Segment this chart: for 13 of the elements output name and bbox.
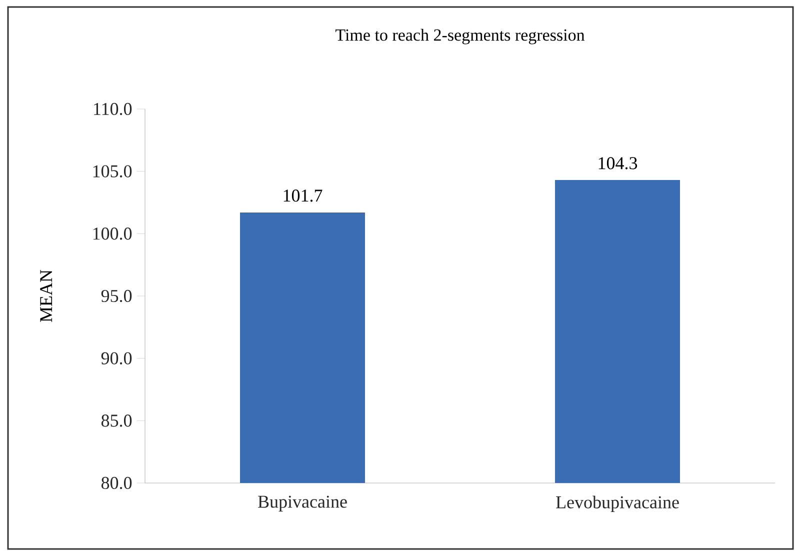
y-tick-label: 105.0 xyxy=(93,165,132,178)
y-tick-label: 90.0 xyxy=(101,352,132,364)
y-tick-label: 110.0 xyxy=(94,102,132,116)
y-tick-label: 95.0 xyxy=(101,290,132,302)
y-tick-label: 80.0 xyxy=(101,476,132,490)
y-axis-title: MEAN xyxy=(40,270,52,322)
chart-title: Time to reach 2-segments regression xyxy=(336,28,585,44)
x-tick-label: Bupivacaine xyxy=(258,496,347,512)
y-tick-label: 100.0 xyxy=(93,228,132,240)
data-label: 104.3 xyxy=(598,157,638,170)
data-label: 101.7 xyxy=(284,190,322,202)
y-tick-label: 85.0 xyxy=(101,414,132,427)
x-tick-label: Levobupivacaine xyxy=(556,496,679,512)
